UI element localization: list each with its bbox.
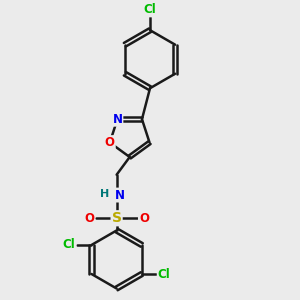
Text: Cl: Cl [158, 268, 170, 281]
Text: S: S [112, 211, 122, 225]
Text: N: N [112, 113, 122, 126]
Text: N: N [115, 189, 124, 202]
Text: O: O [105, 136, 115, 149]
Text: O: O [139, 212, 149, 225]
Text: Cl: Cl [63, 238, 76, 251]
Text: H: H [100, 189, 109, 199]
Text: Cl: Cl [144, 3, 156, 16]
Text: O: O [84, 212, 94, 225]
